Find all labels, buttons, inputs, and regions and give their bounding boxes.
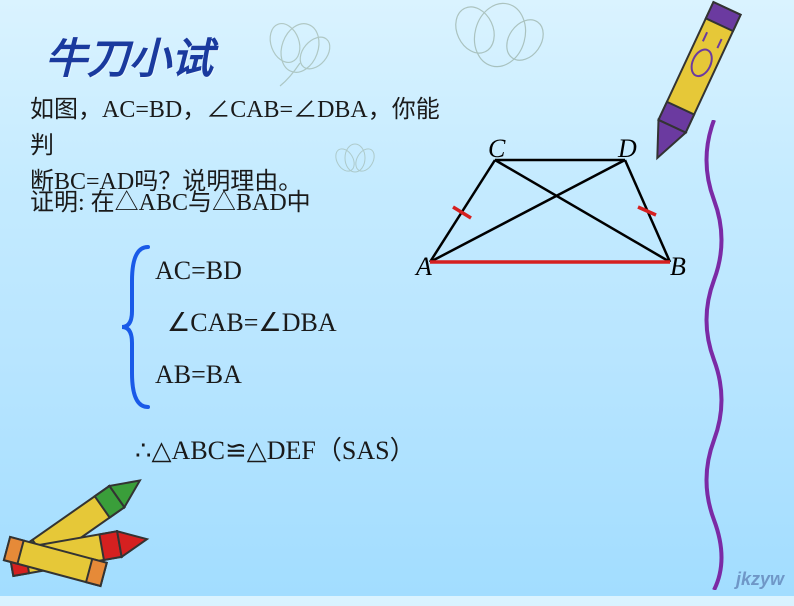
decor-flower-1 [240,8,360,88]
proof-opener: 证明: 在△ABC与△BAD中 [30,182,311,217]
triangle-diagram: A B C D [410,152,700,287]
label-d: D [618,134,637,164]
page-title: 牛刀小试 [45,25,213,86]
label-a: A [416,252,432,282]
crayons-bottom-left-icon [0,456,170,606]
left-brace-icon [120,243,154,411]
conditions-block: AC=BD ∠CAB=∠DBA AB=BA [155,245,337,401]
decor-flower-2 [420,0,580,90]
watermark-text: jkzyw [736,569,784,590]
label-c: C [488,134,505,164]
problem-line1: 如图，AC=BD，∠CAB=∠DBA，你能判 [30,97,440,159]
condition-3: AB=BA [155,349,337,401]
condition-1: AC=BD [155,245,337,297]
diagram-svg [410,152,700,282]
conclusion-text: ∴△ABC≌△DEF（SAS） [135,430,416,467]
label-b: B [670,252,686,282]
condition-2: ∠CAB=∠DBA [155,297,337,349]
